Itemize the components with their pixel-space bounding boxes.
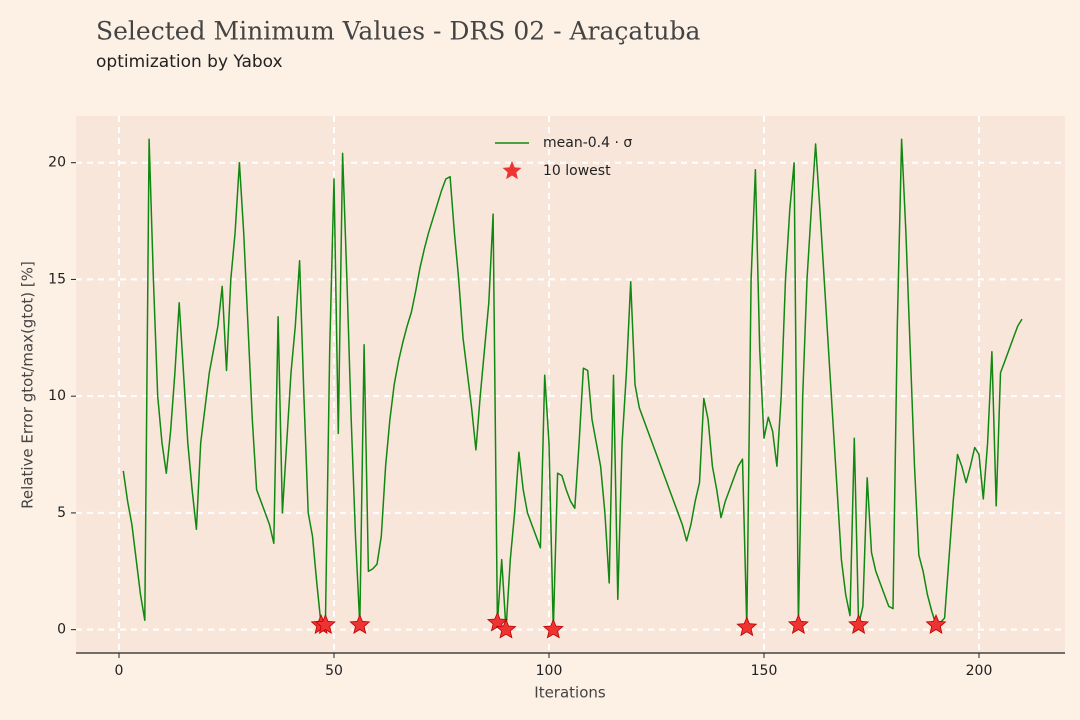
- y-axis-label: Relative Error gtot/max(gtot) [%]: [19, 261, 37, 509]
- x-tick-label: 150: [751, 663, 778, 679]
- legend-label: 10 lowest: [543, 163, 611, 179]
- x-tick-label: 100: [536, 663, 563, 679]
- y-tick-label: 10: [48, 388, 66, 404]
- star-marker: [736, 616, 758, 637]
- star-marker: [848, 613, 870, 634]
- x-tick-label: 200: [966, 663, 993, 679]
- star-marker: [314, 613, 336, 634]
- x-tick-label: 0: [115, 663, 124, 679]
- x-tick-label: 50: [325, 663, 343, 679]
- star-marker: [349, 613, 371, 634]
- y-tick-label: 0: [57, 622, 66, 638]
- star-marker: [787, 613, 809, 634]
- star-marker: [925, 613, 947, 634]
- chart-title: Selected Minimum Values - DRS 02 - Araça…: [96, 17, 700, 46]
- chart-subtitle: optimization by Yabox: [96, 52, 283, 72]
- y-tick-label: 5: [57, 505, 66, 521]
- star-marker: [542, 618, 564, 639]
- plot-area: [76, 116, 1065, 653]
- y-tick-label: 15: [48, 271, 66, 287]
- y-tick-label: 20: [48, 155, 66, 171]
- star-marker: [495, 618, 517, 639]
- data-line: [122, 138, 1023, 631]
- legend-label: mean-0.4 · σ: [543, 135, 632, 151]
- x-axis-label: Iterations: [534, 684, 606, 702]
- legend-swatch: [502, 161, 522, 180]
